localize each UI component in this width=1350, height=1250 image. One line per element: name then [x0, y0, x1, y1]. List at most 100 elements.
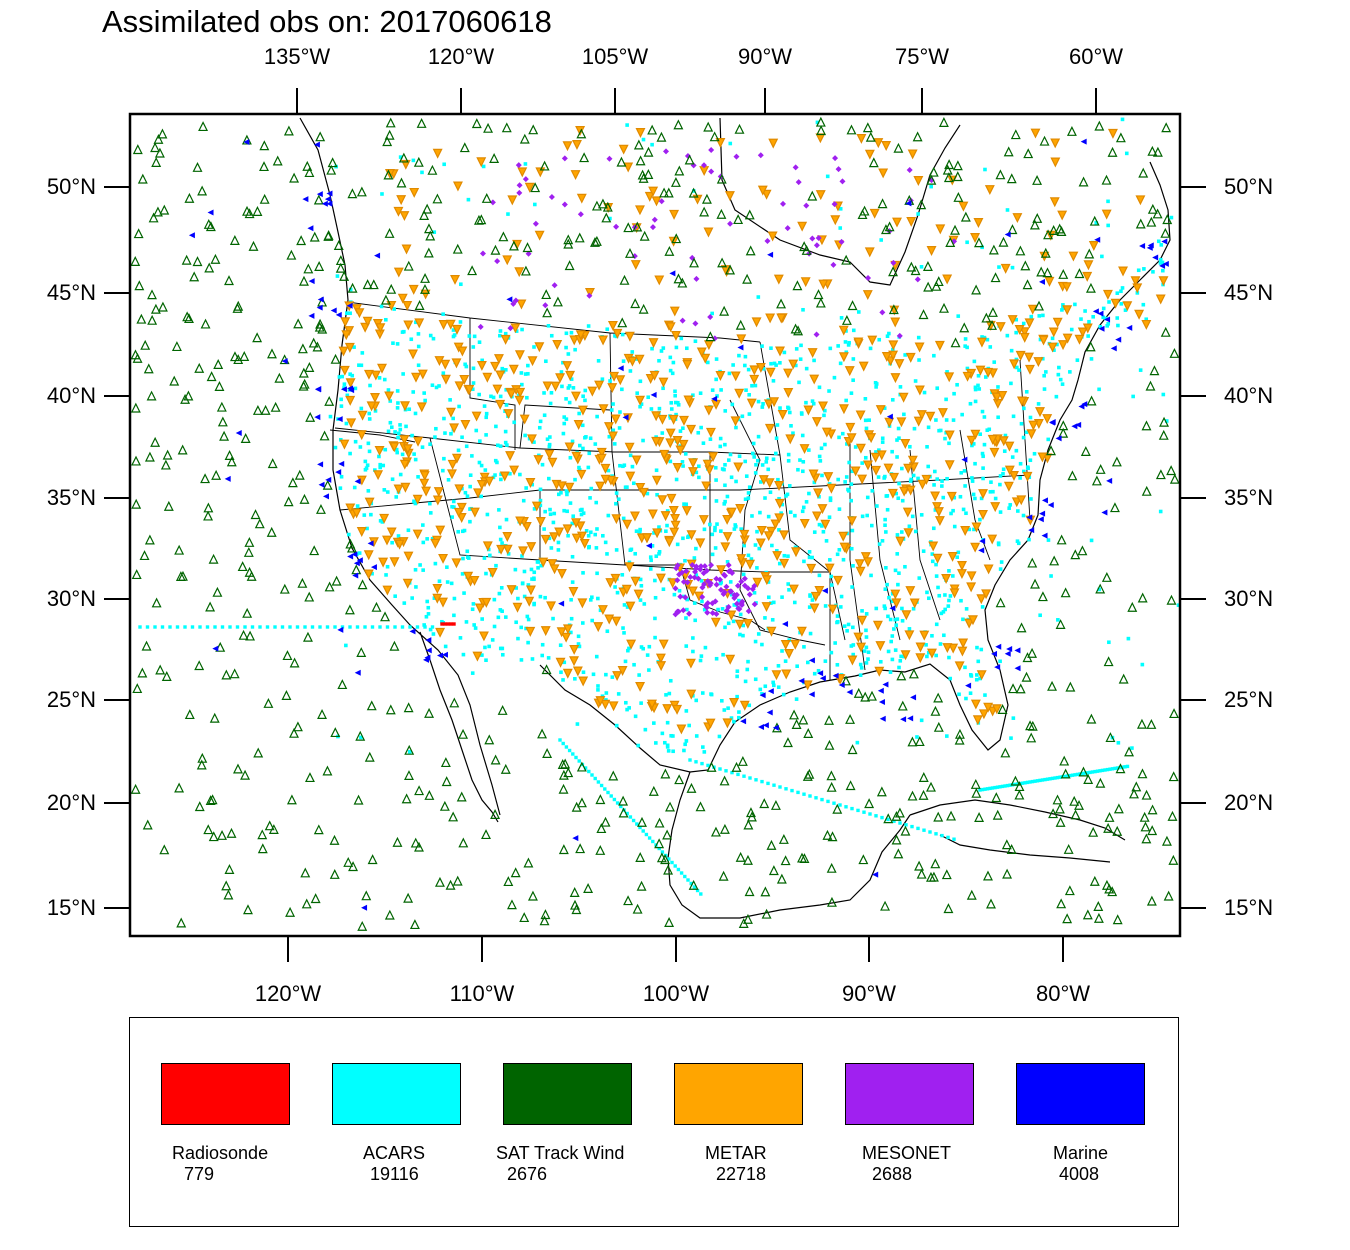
acars-obs	[776, 664, 781, 668]
acars-obs	[577, 644, 582, 649]
marine-obs	[425, 647, 432, 654]
acars-obs	[464, 364, 469, 369]
acars-obs	[940, 833, 944, 838]
acars-obs	[838, 361, 843, 366]
acars-obs	[917, 576, 922, 580]
acars-obs	[638, 530, 642, 535]
acars-obs	[1169, 215, 1174, 220]
marine-obs	[281, 358, 288, 365]
acars-obs	[258, 625, 262, 629]
acars-obs	[365, 526, 369, 531]
sat-track-wind-obs	[142, 819, 153, 830]
sat-track-wind-obs	[1020, 260, 1031, 271]
acars-obs	[1073, 773, 1077, 777]
sat-track-wind-obs	[916, 868, 927, 879]
sat-track-wind-obs	[916, 199, 927, 210]
acars-obs	[571, 514, 576, 518]
marine-obs	[353, 560, 360, 567]
metar-obs	[1110, 298, 1121, 309]
metar-obs	[571, 140, 582, 150]
sat-track-wind-obs	[392, 836, 403, 847]
acars-obs	[732, 527, 737, 531]
acars-obs	[771, 457, 776, 462]
sat-track-wind-obs	[459, 142, 470, 153]
acars-obs	[504, 517, 509, 522]
acars-obs	[580, 507, 584, 512]
acars-obs	[491, 395, 496, 400]
acars-obs	[538, 503, 543, 508]
sat-track-wind-obs	[132, 144, 143, 155]
mesonet-obs	[477, 323, 484, 330]
acars-obs	[710, 388, 715, 392]
acars-obs	[499, 477, 503, 482]
acars-obs	[1160, 260, 1165, 265]
metar-obs	[870, 452, 881, 463]
sat-track-wind-obs	[891, 810, 902, 821]
acars-obs	[907, 524, 912, 529]
marine-obs	[1092, 308, 1099, 315]
acars-obs	[973, 461, 977, 466]
metar-obs	[957, 561, 967, 571]
acars-obs	[584, 435, 588, 439]
acars-obs	[1038, 337, 1043, 342]
acars-obs	[411, 158, 416, 163]
sat-track-wind-obs	[414, 841, 424, 852]
sat-track-wind-obs	[986, 898, 996, 909]
sat-track-wind-obs	[424, 223, 434, 234]
marine-obs	[1039, 510, 1046, 517]
acars-obs	[561, 678, 565, 682]
sat-track-wind-obs	[322, 479, 333, 490]
mesonet-obs	[532, 220, 539, 227]
metar-obs	[863, 557, 873, 568]
acars-obs	[647, 668, 651, 672]
metar-obs	[850, 466, 861, 477]
sat-track-wind-obs	[942, 164, 953, 175]
metar-obs	[764, 478, 775, 489]
marine-obs	[308, 278, 315, 285]
metar-obs	[1042, 414, 1053, 425]
acars-obs	[569, 616, 574, 621]
acars-obs	[463, 490, 468, 495]
acars-obs	[669, 401, 674, 405]
acars-obs	[498, 329, 503, 333]
acars-obs	[701, 441, 706, 445]
acars-obs	[562, 660, 567, 665]
metar-obs	[414, 318, 425, 329]
marine-obs	[1071, 423, 1078, 430]
acars-obs	[1079, 317, 1083, 321]
acars-obs	[885, 582, 889, 587]
metar-obs	[855, 410, 866, 421]
acars-obs	[1087, 319, 1091, 324]
acars-obs	[411, 390, 416, 394]
acars-obs	[669, 407, 674, 411]
sat-track-wind-obs	[647, 124, 658, 135]
acars-obs	[671, 360, 676, 365]
metar-obs	[916, 410, 927, 421]
metar-obs	[944, 372, 955, 383]
sat-track-wind-obs	[409, 919, 420, 930]
sat-track-wind-obs	[183, 390, 194, 401]
acars-obs	[452, 613, 456, 618]
marine-obs	[886, 413, 893, 420]
acars-obs	[614, 548, 619, 552]
acars-obs	[620, 387, 624, 392]
left-lat-label-40n: 40°N	[46, 383, 96, 408]
acars-obs	[1075, 358, 1080, 362]
acars-obs	[536, 566, 540, 570]
sat-track-wind-obs	[824, 739, 835, 750]
acars-obs	[995, 785, 1000, 789]
right-lat-label-20n: 20°N	[1224, 790, 1274, 815]
metar-obs	[517, 167, 528, 178]
acars-obs	[780, 502, 785, 507]
sat-track-wind-obs	[206, 371, 217, 382]
acars-obs	[581, 670, 586, 675]
metar-obs	[907, 455, 918, 466]
mesonet-obs	[479, 250, 486, 257]
metar-obs	[745, 559, 756, 570]
metar-obs	[576, 469, 587, 480]
acars-obs	[919, 513, 924, 517]
acars-obs	[749, 557, 754, 561]
acars-obs	[1105, 324, 1110, 328]
sat-track-wind-obs	[240, 769, 251, 780]
marine-obs	[1146, 244, 1153, 251]
